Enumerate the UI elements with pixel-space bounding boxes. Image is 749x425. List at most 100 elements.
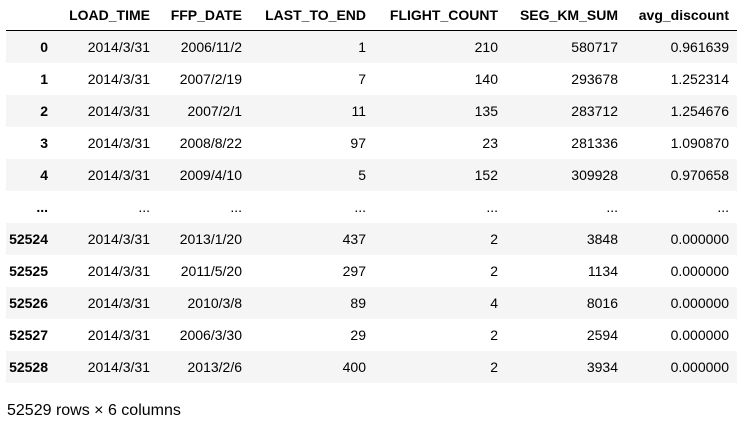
cell-avg-discount: ... (717, 199, 729, 215)
cell-ffp-date: 2008/8/22 (179, 135, 242, 151)
cell-load-time: 2014/3/31 (87, 295, 150, 311)
cell-last-to-end: 97 (350, 135, 366, 151)
table-row: 4 2014/3/31 2009/4/10 5 152 309928 0.970… (6, 159, 737, 191)
cell-seg-km-sum: 281336 (571, 135, 618, 151)
cell-flight-count: 2 (490, 263, 498, 279)
column-header-flight-count: FLIGHT_COUNT (389, 7, 498, 23)
column-header-avg-discount: avg_discount (638, 7, 729, 23)
dataframe-table: LOAD_TIME FFP_DATE LAST_TO_END FLIGHT_CO… (6, 0, 737, 383)
table-row: 2 2014/3/31 2007/2/1 11 135 283712 1.254… (6, 95, 737, 127)
cell-ffp-date: 2007/2/19 (179, 71, 242, 87)
dataframe-shape-summary: 52529 rows × 6 columns (7, 402, 181, 419)
cell-ffp-date: ... (230, 199, 242, 215)
cell-flight-count: 2 (490, 231, 498, 247)
table-row: 1 2014/3/31 2007/2/19 7 140 293678 1.252… (6, 63, 737, 95)
cell-load-time: 2014/3/31 (87, 359, 150, 375)
cell-seg-km-sum: 580717 (571, 39, 618, 55)
cell-load-time: 2014/3/31 (87, 135, 150, 151)
cell-flight-count: 140 (474, 71, 498, 87)
row-index: 52528 (9, 359, 48, 375)
cell-load-time: 2014/3/31 (87, 231, 150, 247)
cell-load-time: ... (138, 199, 150, 215)
cell-seg-km-sum: 309928 (571, 167, 618, 183)
cell-seg-km-sum: 3934 (586, 359, 618, 375)
cell-flight-count: 2 (490, 327, 498, 343)
cell-flight-count: 135 (474, 103, 498, 119)
cell-flight-count: ... (486, 199, 498, 215)
cell-last-to-end: 11 (351, 103, 366, 119)
row-index: 2 (40, 103, 48, 119)
cell-load-time: 2014/3/31 (87, 327, 150, 343)
cell-last-to-end: 437 (342, 231, 366, 247)
column-header-ffp-date: FFP_DATE (170, 7, 242, 23)
row-index: 1 (40, 71, 48, 87)
row-index: 4 (40, 167, 48, 183)
cell-seg-km-sum: 8016 (586, 295, 618, 311)
row-index: 3 (40, 135, 48, 151)
cell-last-to-end: 7 (358, 71, 366, 87)
cell-seg-km-sum: 293678 (571, 71, 618, 87)
cell-flight-count: 210 (474, 39, 498, 55)
cell-ffp-date: 2013/1/20 (179, 231, 242, 247)
index-header (6, 0, 56, 31)
cell-seg-km-sum: 3848 (586, 231, 618, 247)
cell-ffp-date: 2010/3/8 (187, 295, 243, 311)
cell-avg-discount: 0.000000 (670, 327, 729, 343)
row-index: 52524 (9, 231, 48, 247)
table-row: 52528 2014/3/31 2013/2/6 400 2 3934 0.00… (6, 351, 737, 383)
cell-load-time: 2014/3/31 (87, 103, 150, 119)
cell-last-to-end: 29 (350, 327, 366, 343)
table-body: 0 2014/3/31 2006/11/2 1 210 580717 0.961… (6, 30, 737, 383)
cell-last-to-end: 297 (342, 263, 366, 279)
cell-avg-discount: 0.000000 (670, 263, 729, 279)
cell-last-to-end: 5 (358, 167, 366, 183)
cell-avg-discount: 0.000000 (670, 359, 729, 375)
row-index: 52525 (9, 263, 48, 279)
cell-seg-km-sum: 2594 (586, 327, 618, 343)
cell-flight-count: 152 (474, 167, 498, 183)
cell-ffp-date: 2009/4/10 (179, 167, 242, 183)
cell-flight-count: 4 (490, 295, 498, 311)
table-row: 52527 2014/3/31 2006/3/30 29 2 2594 0.00… (6, 319, 737, 351)
cell-ffp-date: 2006/3/30 (179, 327, 242, 343)
cell-flight-count: 23 (482, 135, 498, 151)
cell-seg-km-sum: ... (606, 199, 618, 215)
cell-avg-discount: 0.961639 (670, 39, 729, 55)
table-row: 52525 2014/3/31 2011/5/20 297 2 1134 0.0… (6, 255, 737, 287)
row-index: 0 (40, 39, 48, 55)
cell-load-time: 2014/3/31 (87, 167, 150, 183)
ellipsis-row: ... ... ... ... ... ... ... (6, 191, 737, 223)
column-header-last-to-end: LAST_TO_END (265, 7, 366, 23)
cell-avg-discount: 0.970658 (670, 167, 729, 183)
table-row: 52526 2014/3/31 2010/3/8 89 4 8016 0.000… (6, 287, 737, 319)
column-header-seg-km-sum: SEG_KM_SUM (519, 7, 618, 23)
row-index: 52527 (9, 327, 48, 343)
header-row: LOAD_TIME FFP_DATE LAST_TO_END FLIGHT_CO… (6, 0, 737, 31)
table-row: 3 2014/3/31 2008/8/22 97 23 281336 1.090… (6, 127, 737, 159)
cell-last-to-end: ... (354, 199, 366, 215)
table-row: 0 2014/3/31 2006/11/2 1 210 580717 0.961… (6, 30, 737, 63)
cell-avg-discount: 1.090870 (670, 135, 729, 151)
cell-avg-discount: 1.254676 (670, 103, 729, 119)
cell-last-to-end: 400 (342, 359, 366, 375)
cell-avg-discount: 1.252314 (670, 71, 729, 87)
cell-avg-discount: 0.000000 (670, 231, 729, 247)
cell-ffp-date: 2013/2/6 (187, 359, 243, 375)
row-index: 52526 (9, 295, 48, 311)
cell-ffp-date: 2006/11/2 (180, 39, 242, 55)
cell-avg-discount: 0.000000 (670, 295, 729, 311)
cell-last-to-end: 89 (350, 295, 366, 311)
cell-seg-km-sum: 283712 (571, 103, 618, 119)
cell-ffp-date: 2011/5/20 (180, 263, 242, 279)
table-header: LOAD_TIME FFP_DATE LAST_TO_END FLIGHT_CO… (6, 0, 737, 31)
table-row: 52524 2014/3/31 2013/1/20 437 2 3848 0.0… (6, 223, 737, 255)
cell-seg-km-sum: 1134 (587, 263, 618, 279)
cell-last-to-end: 1 (358, 39, 366, 55)
cell-ffp-date: 2007/2/1 (187, 103, 243, 119)
cell-load-time: 2014/3/31 (87, 39, 150, 55)
cell-flight-count: 2 (490, 359, 498, 375)
row-index: ... (36, 199, 48, 215)
column-header-load-time: LOAD_TIME (69, 7, 150, 23)
cell-load-time: 2014/3/31 (87, 71, 150, 87)
